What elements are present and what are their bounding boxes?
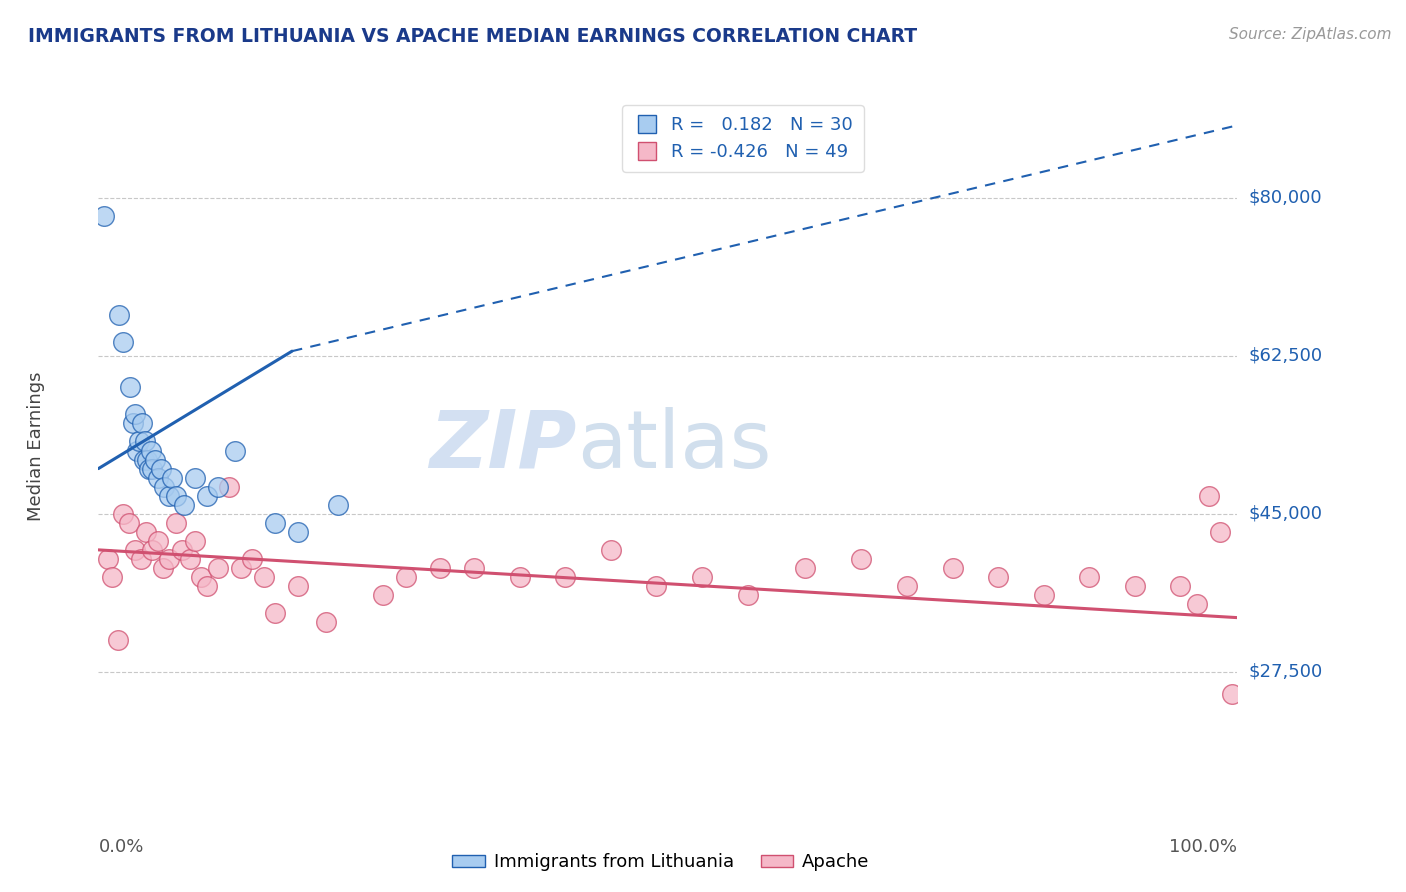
- Text: 0.0%: 0.0%: [98, 838, 143, 856]
- Point: [118, 516, 141, 530]
- Point: [509, 570, 531, 584]
- Point: [371, 588, 394, 602]
- Point: [124, 408, 146, 422]
- Point: [240, 552, 263, 566]
- Point: [170, 542, 193, 557]
- Point: [128, 434, 150, 449]
- Point: [131, 417, 153, 431]
- Point: [987, 570, 1010, 584]
- Point: [150, 461, 173, 475]
- Point: [107, 633, 129, 648]
- Point: [112, 335, 135, 350]
- Point: [554, 570, 576, 584]
- Point: [1187, 597, 1209, 611]
- Point: [165, 516, 187, 530]
- Point: [1123, 579, 1146, 593]
- Point: [429, 561, 451, 575]
- Text: Median Earnings: Median Earnings: [27, 371, 45, 521]
- Point: [157, 489, 180, 503]
- Point: [195, 579, 218, 593]
- Point: [184, 470, 207, 484]
- Point: [737, 588, 759, 602]
- Point: [1032, 588, 1054, 602]
- Point: [141, 542, 163, 557]
- Point: [184, 533, 207, 548]
- Text: $62,500: $62,500: [1249, 347, 1323, 365]
- Point: [127, 443, 149, 458]
- Point: [224, 443, 246, 458]
- Point: [1170, 579, 1192, 593]
- Point: [851, 552, 873, 566]
- Point: [463, 561, 485, 575]
- Text: $27,500: $27,500: [1249, 663, 1323, 681]
- Text: IMMIGRANTS FROM LITHUANIA VS APACHE MEDIAN EARNINGS CORRELATION CHART: IMMIGRANTS FROM LITHUANIA VS APACHE MEDI…: [28, 27, 917, 45]
- Point: [129, 552, 152, 566]
- Text: $45,000: $45,000: [1249, 505, 1323, 523]
- Point: [229, 561, 252, 575]
- Point: [108, 308, 131, 322]
- Point: [287, 579, 309, 593]
- Point: [162, 470, 184, 484]
- Point: [112, 507, 135, 521]
- Point: [141, 461, 163, 475]
- Point: [315, 615, 337, 629]
- Point: [152, 561, 174, 575]
- Point: [136, 452, 159, 467]
- Point: [326, 498, 349, 512]
- Point: [195, 489, 218, 503]
- Point: [264, 606, 287, 620]
- Point: [120, 380, 142, 394]
- Point: [146, 533, 169, 548]
- Text: ZIP: ZIP: [429, 407, 576, 485]
- Legend: Immigrants from Lithuania, Apache: Immigrants from Lithuania, Apache: [444, 847, 877, 879]
- Point: [145, 452, 167, 467]
- Point: [135, 524, 157, 539]
- Point: [1198, 489, 1220, 503]
- Point: [124, 542, 146, 557]
- Point: [146, 470, 169, 484]
- Point: [690, 570, 713, 584]
- Point: [173, 498, 195, 512]
- Point: [132, 452, 155, 467]
- Legend: R =   0.182   N = 30, R = -0.426   N = 49: R = 0.182 N = 30, R = -0.426 N = 49: [623, 105, 863, 172]
- Point: [793, 561, 815, 575]
- Point: [218, 480, 240, 494]
- Text: atlas: atlas: [576, 407, 770, 485]
- Point: [645, 579, 668, 593]
- Text: $80,000: $80,000: [1249, 188, 1322, 207]
- Point: [121, 417, 143, 431]
- Text: Source: ZipAtlas.com: Source: ZipAtlas.com: [1229, 27, 1392, 42]
- Point: [600, 542, 623, 557]
- Point: [96, 552, 118, 566]
- Point: [896, 579, 918, 593]
- Point: [942, 561, 965, 575]
- Point: [190, 570, 212, 584]
- Point: [179, 552, 201, 566]
- Point: [264, 516, 287, 530]
- Point: [395, 570, 418, 584]
- Point: [153, 480, 176, 494]
- Point: [157, 552, 180, 566]
- Point: [101, 570, 124, 584]
- Point: [207, 561, 229, 575]
- Point: [138, 461, 160, 475]
- Point: [139, 443, 162, 458]
- Point: [165, 489, 187, 503]
- Point: [1209, 524, 1232, 539]
- Point: [207, 480, 229, 494]
- Text: 100.0%: 100.0%: [1170, 838, 1237, 856]
- Point: [1078, 570, 1101, 584]
- Point: [134, 434, 156, 449]
- Point: [1220, 687, 1243, 701]
- Point: [252, 570, 274, 584]
- Point: [287, 524, 309, 539]
- Point: [93, 209, 115, 223]
